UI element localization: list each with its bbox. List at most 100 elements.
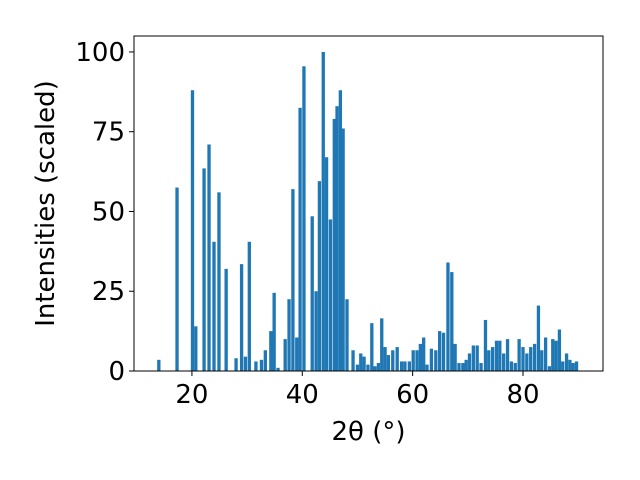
bar: [425, 364, 429, 371]
bar: [259, 359, 264, 371]
bar: [239, 264, 244, 371]
bar: [540, 350, 544, 371]
bar: [391, 350, 395, 371]
bar: [471, 345, 475, 371]
bar: [194, 326, 198, 371]
bar: [332, 118, 336, 371]
x-tick-label: 60: [396, 380, 429, 410]
x-tick-label: 80: [506, 380, 539, 410]
bar: [395, 347, 399, 371]
bar: [532, 343, 537, 371]
bar: [554, 340, 558, 371]
bar: [338, 90, 343, 372]
bar: [502, 353, 506, 371]
y-axis-label: Intensities (scaled): [31, 80, 61, 327]
bar: [490, 347, 495, 371]
bar: [157, 359, 161, 371]
bar: [415, 350, 419, 371]
bar: [276, 367, 280, 371]
bar: [224, 268, 228, 371]
bar: [574, 361, 579, 371]
x-tick-label: 40: [286, 380, 319, 410]
bar: [373, 366, 377, 371]
bar: [479, 363, 483, 371]
y-tick-label: 100: [75, 38, 125, 68]
bar: [441, 332, 446, 371]
bar: [272, 292, 276, 371]
bar: [212, 241, 216, 371]
bar: [283, 339, 287, 371]
bar: [521, 347, 525, 371]
bar: [464, 359, 468, 371]
bar: [234, 358, 238, 371]
bar: [399, 361, 404, 371]
bar: [453, 343, 457, 371]
bar: [564, 353, 569, 371]
bar: [359, 353, 363, 371]
bar: [217, 192, 221, 371]
bar: [403, 361, 407, 371]
bar: [434, 350, 438, 371]
bar: [487, 350, 491, 371]
bar: [328, 219, 333, 371]
y-tick-label: 25: [92, 277, 125, 307]
y-axis-ticks: 0 25 50 75 100: [75, 38, 134, 387]
x-axis-label: 2θ (°): [331, 417, 405, 447]
bar: [254, 361, 258, 371]
bar: [202, 168, 206, 371]
bar: [269, 331, 273, 371]
bar: [457, 363, 461, 371]
bar: [483, 319, 488, 371]
bar: [362, 356, 366, 371]
bar: [438, 331, 442, 371]
bar: [291, 189, 295, 371]
bar: [446, 262, 450, 371]
bar: [298, 107, 302, 371]
bar: [543, 337, 548, 371]
bar: [571, 363, 575, 371]
bar: [475, 345, 479, 371]
bar: [317, 181, 322, 371]
bar: [494, 340, 499, 371]
y-tick-label: 50: [92, 197, 125, 227]
bar: [335, 106, 339, 371]
bar: [407, 361, 411, 371]
bar: [302, 66, 306, 371]
x-axis-ticks: 20 40 60 80: [175, 371, 540, 410]
bar: [411, 350, 415, 371]
bar: [536, 305, 541, 371]
bar: [557, 329, 562, 371]
bar: [175, 187, 179, 371]
bar: [345, 299, 349, 371]
bar: [366, 364, 370, 371]
bar: [467, 353, 472, 371]
bar: [450, 272, 454, 371]
bar: [207, 144, 211, 371]
bar: [190, 90, 195, 372]
bar: [525, 353, 529, 371]
bar: [310, 216, 314, 371]
bar: [263, 350, 267, 371]
bar: [505, 339, 510, 371]
bar: [321, 51, 325, 371]
plot-frame: [133, 35, 604, 372]
y-tick-label: 75: [92, 118, 125, 148]
bar: [383, 347, 387, 371]
bar: [461, 363, 465, 371]
bar: [341, 128, 345, 371]
bar: [418, 343, 423, 371]
bars-group: [157, 51, 579, 372]
bar: [295, 337, 299, 371]
bar: [513, 363, 517, 371]
bar: [509, 361, 514, 371]
bar: [551, 339, 555, 371]
bar: [247, 241, 251, 371]
x-tick-label: 20: [175, 380, 208, 410]
bar: [380, 318, 384, 371]
bar: [314, 291, 318, 371]
bar: [529, 347, 533, 371]
bar: [422, 337, 426, 371]
y-tick-label: 0: [108, 357, 125, 387]
bar: [429, 348, 434, 371]
